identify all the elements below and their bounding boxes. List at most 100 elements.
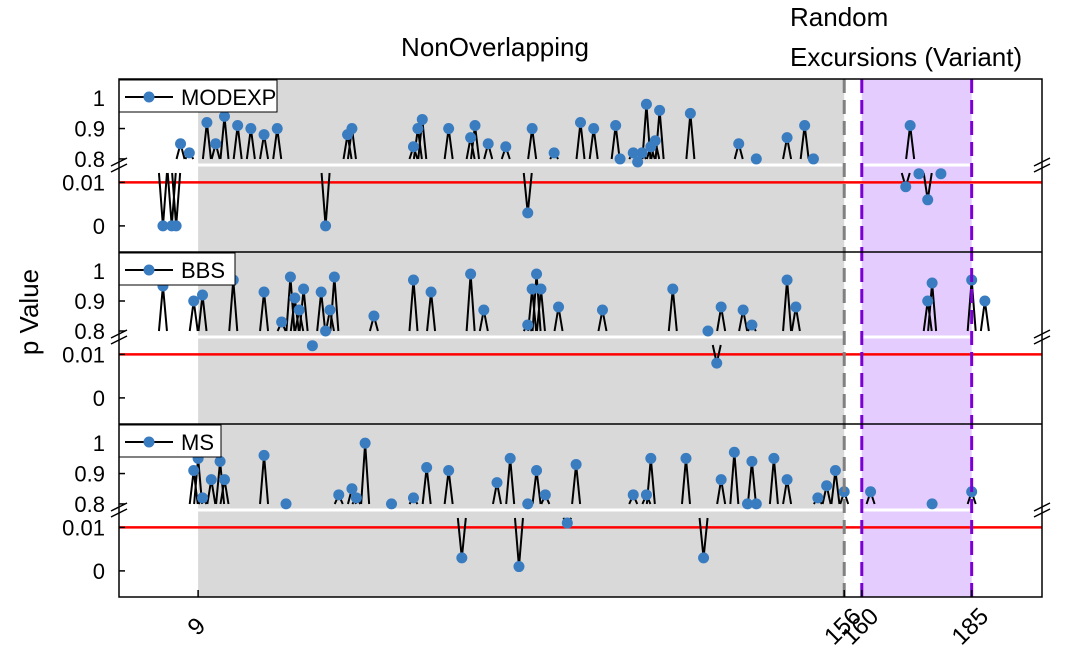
data-point	[359, 437, 371, 449]
data-point	[522, 207, 534, 219]
data-point	[812, 492, 824, 504]
data-point	[799, 120, 811, 132]
x-tick-label: 9	[183, 612, 212, 641]
data-point	[640, 98, 652, 110]
data-point	[680, 452, 692, 464]
data-point	[407, 141, 419, 153]
data-point	[407, 274, 419, 286]
data-point	[210, 138, 222, 150]
legend-label: MS	[181, 430, 214, 455]
data-point	[421, 461, 433, 473]
data-point	[298, 283, 310, 295]
region-title-random-line1: Random	[790, 2, 888, 32]
y-tick-label: 0.9	[74, 462, 105, 487]
data-point	[522, 498, 534, 510]
data-point	[588, 123, 600, 135]
data-point	[654, 104, 666, 116]
legend-label: BBS	[181, 258, 225, 283]
data-point	[214, 455, 226, 467]
series-line	[157, 285, 168, 332]
data-point	[733, 138, 745, 150]
series-line	[157, 172, 168, 226]
data-point	[781, 274, 793, 286]
data-point	[315, 286, 327, 298]
data-point	[698, 552, 710, 564]
data-point	[561, 517, 573, 529]
data-point	[750, 153, 762, 165]
legend-ms: MS	[118, 424, 222, 458]
data-point	[284, 271, 296, 283]
legend-marker	[143, 264, 155, 276]
data-point	[645, 452, 657, 464]
data-point	[649, 135, 661, 147]
data-point	[768, 452, 780, 464]
data-point	[469, 120, 481, 132]
data-point	[922, 194, 934, 206]
region-title-nonoverlapping: NonOverlapping	[401, 32, 589, 62]
y-tick-label: 0	[93, 214, 105, 239]
y-tick-label: 0.01	[62, 515, 105, 540]
data-point	[205, 474, 217, 486]
y-tick-label: 0.01	[62, 342, 105, 367]
data-point	[350, 492, 362, 504]
plot-frame	[118, 78, 1043, 598]
data-point	[443, 465, 455, 477]
legend-bbs: BBS	[118, 252, 236, 286]
data-point	[170, 220, 182, 232]
panel-bbs: 0.8 0.9 1 0 0.01 BBS	[62, 252, 1051, 411]
data-point	[289, 292, 301, 304]
data-point	[865, 486, 877, 498]
legend-modexp: MODEXP	[118, 79, 278, 113]
data-point	[293, 304, 305, 316]
data-point	[245, 123, 257, 135]
y-tick-label: 1	[93, 86, 105, 111]
data-point	[711, 357, 723, 369]
data-point	[627, 147, 639, 159]
data-point	[979, 295, 991, 307]
y-tick-label: 0.9	[74, 117, 105, 142]
data-point	[715, 301, 727, 313]
data-point	[610, 120, 622, 132]
data-point	[807, 153, 819, 165]
data-point	[443, 123, 455, 135]
data-point	[821, 480, 833, 492]
data-point	[478, 304, 490, 316]
data-point	[333, 489, 345, 501]
data-point	[513, 561, 525, 573]
data-point	[465, 268, 477, 280]
data-point	[737, 304, 749, 316]
data-point	[548, 147, 560, 159]
y-tick-label: 0.01	[62, 170, 105, 195]
data-point	[926, 277, 938, 289]
data-point	[913, 168, 925, 180]
data-point	[900, 181, 912, 193]
data-point	[728, 446, 740, 458]
data-point	[386, 498, 398, 510]
y-tick-label: 0.8	[74, 492, 105, 517]
legend-marker	[143, 91, 155, 103]
data-point	[627, 489, 639, 501]
legend-marker	[143, 436, 155, 448]
data-point	[271, 123, 283, 135]
data-point	[412, 123, 424, 135]
data-point	[416, 113, 428, 125]
data-point	[640, 489, 652, 501]
data-point	[526, 123, 538, 135]
data-point	[702, 325, 714, 337]
data-point	[175, 138, 187, 150]
data-point	[553, 301, 565, 313]
data-point	[632, 156, 644, 168]
data-point	[188, 465, 200, 477]
y-tick-label: 0.8	[74, 319, 105, 344]
data-point	[482, 138, 494, 150]
x-tick-label: 185	[947, 603, 994, 650]
data-point	[197, 492, 209, 504]
data-point	[531, 268, 543, 280]
data-point	[522, 319, 534, 331]
data-point	[526, 283, 538, 295]
data-point	[218, 474, 230, 486]
data-point	[491, 477, 503, 489]
data-point	[258, 449, 270, 461]
data-point	[407, 492, 419, 504]
data-point	[539, 489, 551, 501]
